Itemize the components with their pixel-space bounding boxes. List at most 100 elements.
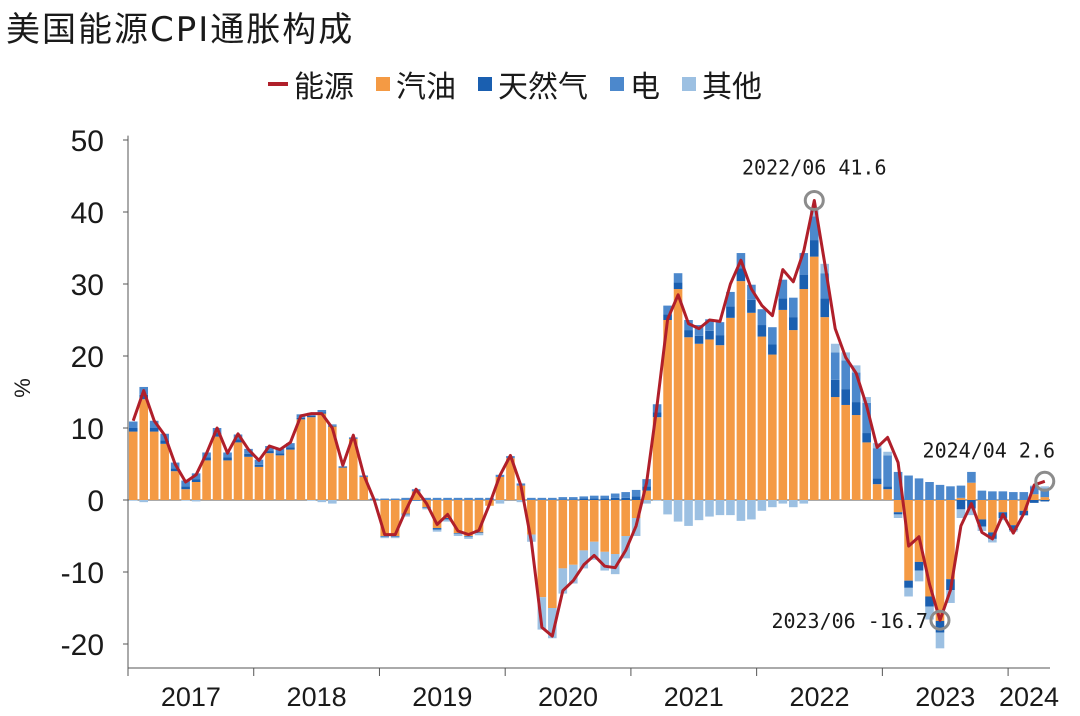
bar-segment	[579, 496, 589, 499]
bar-segment	[1009, 492, 1018, 500]
bar-segment	[527, 500, 536, 535]
annotation-label: 2024/04 2.6	[923, 438, 1055, 462]
bar-segment	[841, 389, 850, 405]
energy-line	[131, 199, 1046, 638]
bar-segment	[830, 352, 840, 380]
bar-segment	[988, 500, 997, 533]
bar-segment	[296, 419, 306, 500]
bar-segment	[904, 580, 913, 588]
bar-segment	[568, 564, 578, 584]
bar-segment	[621, 497, 630, 500]
bar-segment	[893, 514, 903, 518]
bar-segment	[506, 458, 515, 500]
bar-segment	[1019, 500, 1029, 511]
bar-segment	[862, 433, 871, 443]
bar-segment	[988, 538, 997, 543]
bar-segment	[778, 500, 788, 504]
bar-segment	[286, 449, 295, 500]
bar-segment	[610, 500, 620, 554]
bar-segment	[600, 498, 610, 500]
bar-segment	[851, 415, 861, 500]
bar-segment	[390, 536, 400, 539]
bar-segment	[139, 394, 149, 400]
bar-segment	[348, 438, 358, 500]
legend-item-electricity: 电	[610, 62, 660, 106]
bar-segment	[851, 402, 861, 416]
bar-segment	[422, 497, 431, 500]
bar-segment	[673, 289, 683, 500]
bar-segment	[464, 497, 473, 500]
bar-segment	[495, 476, 505, 500]
bar-segment	[998, 518, 1008, 521]
legend-item-natural-gas: 天然气	[478, 62, 588, 106]
bar-segment	[307, 415, 316, 418]
bar-segment	[705, 330, 714, 340]
y-tick-label: 10	[71, 413, 104, 446]
bar-segment	[967, 471, 976, 483]
bar-segment	[307, 417, 316, 500]
legend-item-gasoline: 汽油	[376, 62, 456, 106]
annotation-marker	[1034, 470, 1056, 492]
legend-label-energy: 能源	[294, 70, 354, 105]
chart-title: 美国能源CPI通胀构成	[6, 10, 355, 50]
bar-segment	[537, 597, 547, 630]
bar-segment	[453, 500, 463, 534]
bar-segment	[181, 486, 190, 490]
bar-segment	[244, 456, 253, 500]
bar-segment	[705, 339, 714, 500]
bar-segment	[998, 491, 1008, 500]
bar-segment	[946, 500, 955, 580]
bar-segment	[390, 498, 400, 500]
bar-segment	[233, 442, 243, 500]
bar-segment	[600, 551, 610, 571]
bar-segment	[789, 317, 798, 331]
bar-segment	[841, 404, 850, 500]
bar-segment	[275, 455, 285, 500]
bar-segment	[558, 499, 568, 500]
bar-segment	[872, 448, 882, 479]
bar-segment	[621, 500, 630, 536]
bar-segment	[830, 343, 840, 353]
y-tick-label: 40	[71, 197, 104, 230]
bar-segment	[579, 498, 589, 500]
bar-segment	[663, 500, 672, 515]
bar-segment	[223, 452, 232, 458]
bar-segment	[589, 495, 599, 499]
bar-segment	[768, 354, 777, 500]
bar-segment	[977, 500, 987, 520]
bar-segment	[265, 451, 274, 454]
bar-segment	[747, 299, 756, 313]
bar-segment	[317, 500, 327, 503]
bar-segment	[1040, 500, 1050, 502]
bar-segment	[988, 491, 997, 500]
bar-segment	[558, 500, 568, 569]
bar-segment	[663, 305, 672, 315]
bar-segment	[652, 500, 662, 501]
bar-segment	[464, 536, 473, 537]
legend-label-gasoline: 汽油	[396, 70, 456, 105]
x-tick-label: 2019	[412, 682, 472, 712]
bar-segment	[851, 365, 861, 373]
bar-segment	[925, 596, 934, 607]
bar-segment	[411, 500, 421, 501]
bar-segment	[883, 486, 892, 490]
bar-segment	[673, 273, 683, 283]
bar-segment	[191, 500, 201, 502]
bar-segment	[715, 322, 725, 336]
bar-segment	[956, 509, 966, 518]
bar-segment	[977, 490, 987, 500]
bar-segment	[925, 500, 934, 597]
bar-segment	[317, 413, 327, 500]
bar-segment	[684, 330, 693, 338]
bar-segment	[778, 309, 788, 500]
bar-segment	[977, 519, 987, 527]
bar-segment	[862, 442, 871, 500]
bar-segment	[809, 240, 819, 257]
bar-segment	[914, 478, 924, 500]
bar-segment	[862, 402, 871, 434]
bar-segment	[474, 532, 484, 534]
bar-segment	[631, 496, 641, 500]
x-tick-label: 2024	[999, 682, 1059, 712]
bar-segment	[380, 536, 389, 537]
